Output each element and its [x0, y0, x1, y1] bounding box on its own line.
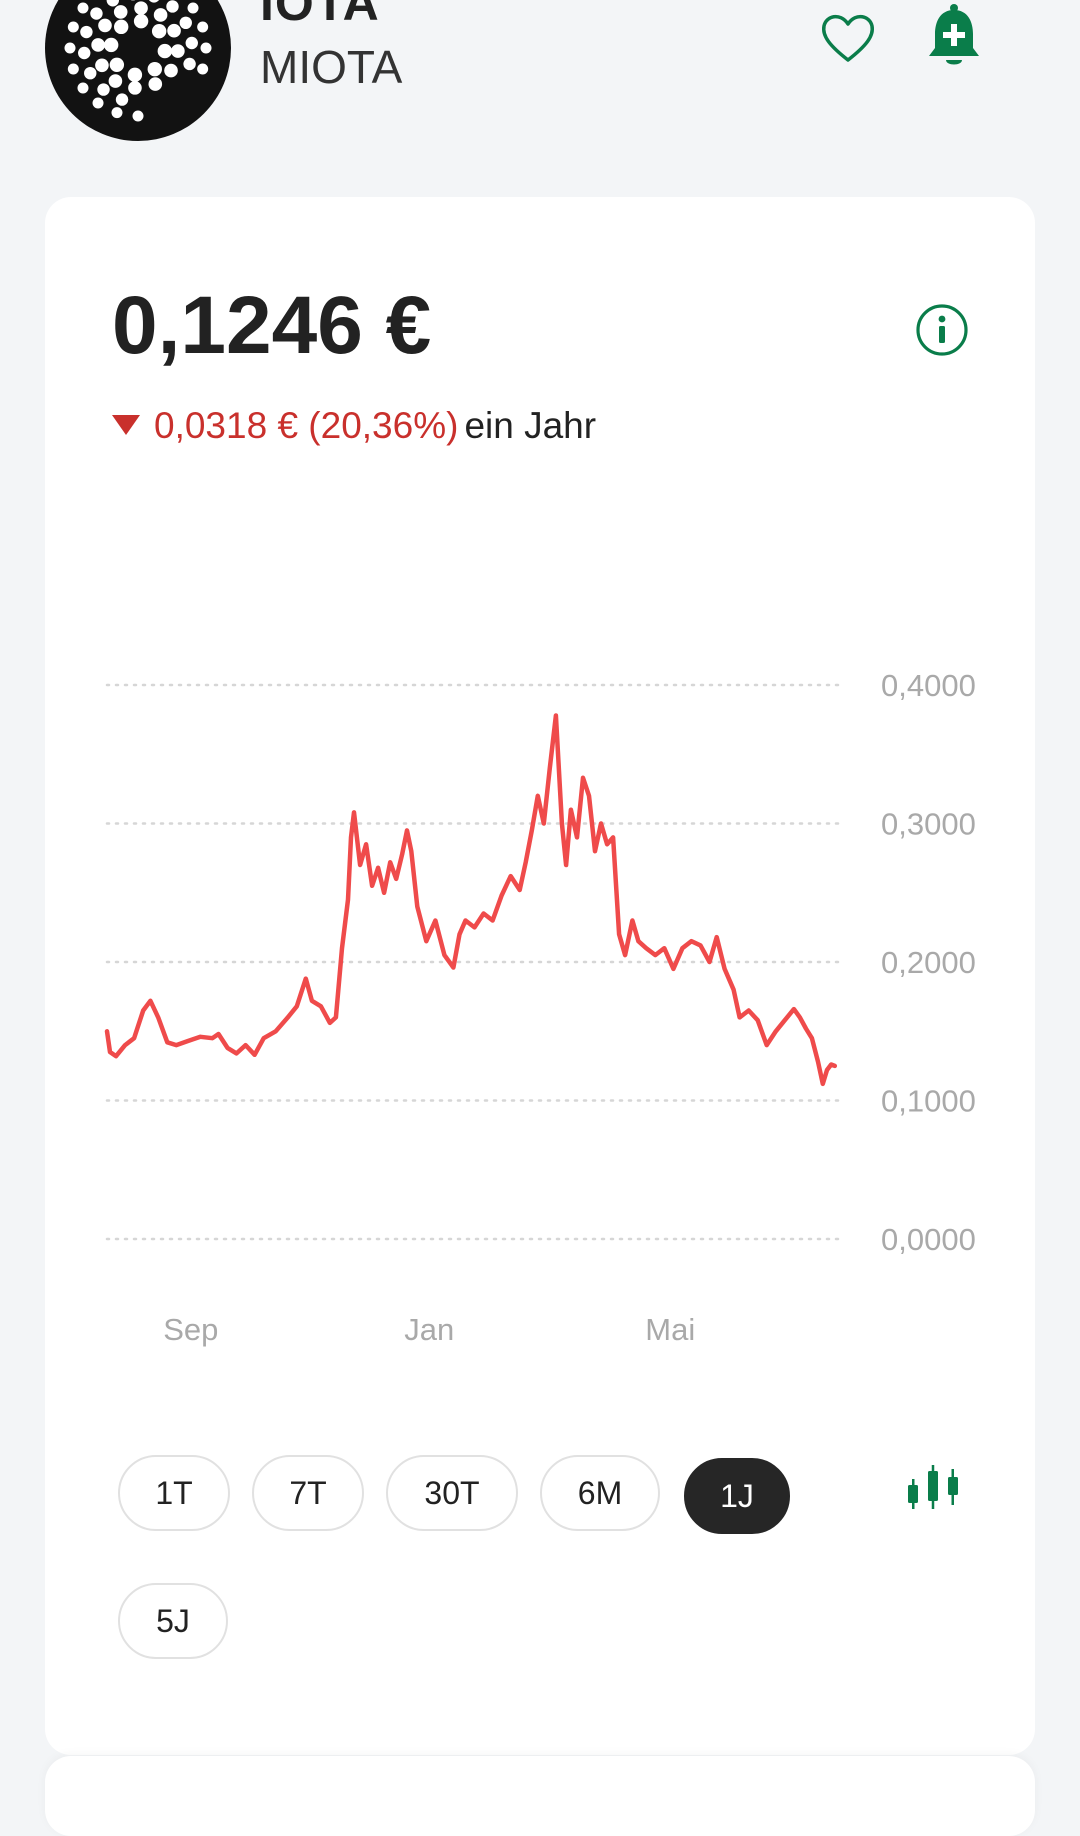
x-tick-label: Jan [404, 1312, 454, 1347]
heart-outline-icon [818, 8, 878, 68]
range-button-30t[interactable]: 30T [386, 1455, 518, 1531]
range-button-5j[interactable]: 5J [118, 1583, 228, 1659]
range-button-1j[interactable]: 1J [684, 1458, 790, 1534]
secondary-card [45, 1756, 1035, 1836]
y-tick-label: 0,0000 [881, 1222, 976, 1257]
candlestick-icon [903, 1459, 963, 1519]
x-tick-label: Mai [645, 1312, 695, 1347]
coin-symbol: MIOTA [260, 44, 402, 90]
price-card: 0,1246 € 0,0318 € (20,36%)ein Jahr 0,400… [45, 197, 1035, 1755]
coin-header: IOTA MIOTA [0, 0, 1080, 190]
coin-name: IOTA [260, 0, 380, 28]
candlestick-toggle-button[interactable] [903, 1459, 963, 1519]
y-tick-label: 0,4000 [881, 668, 976, 703]
y-tick-label: 0,2000 [881, 945, 976, 980]
price-alert-button[interactable] [926, 2, 982, 72]
iota-logo-icon [45, 0, 231, 141]
price-series-line [107, 716, 835, 1084]
price-chart[interactable]: 0,4000 0,3000 0,2000 0,1000 0,0000 Sep Jan Mai [45, 197, 1035, 1597]
range-button-7t[interactable]: 7T [252, 1455, 364, 1531]
bell-plus-icon [926, 2, 982, 72]
x-tick-label: Sep [163, 1312, 218, 1347]
y-tick-label: 0,3000 [881, 807, 976, 842]
range-button-6m[interactable]: 6M [540, 1455, 660, 1531]
range-button-1t[interactable]: 1T [118, 1455, 230, 1531]
favorite-button[interactable] [818, 8, 878, 68]
y-tick-label: 0,1000 [881, 1084, 976, 1119]
